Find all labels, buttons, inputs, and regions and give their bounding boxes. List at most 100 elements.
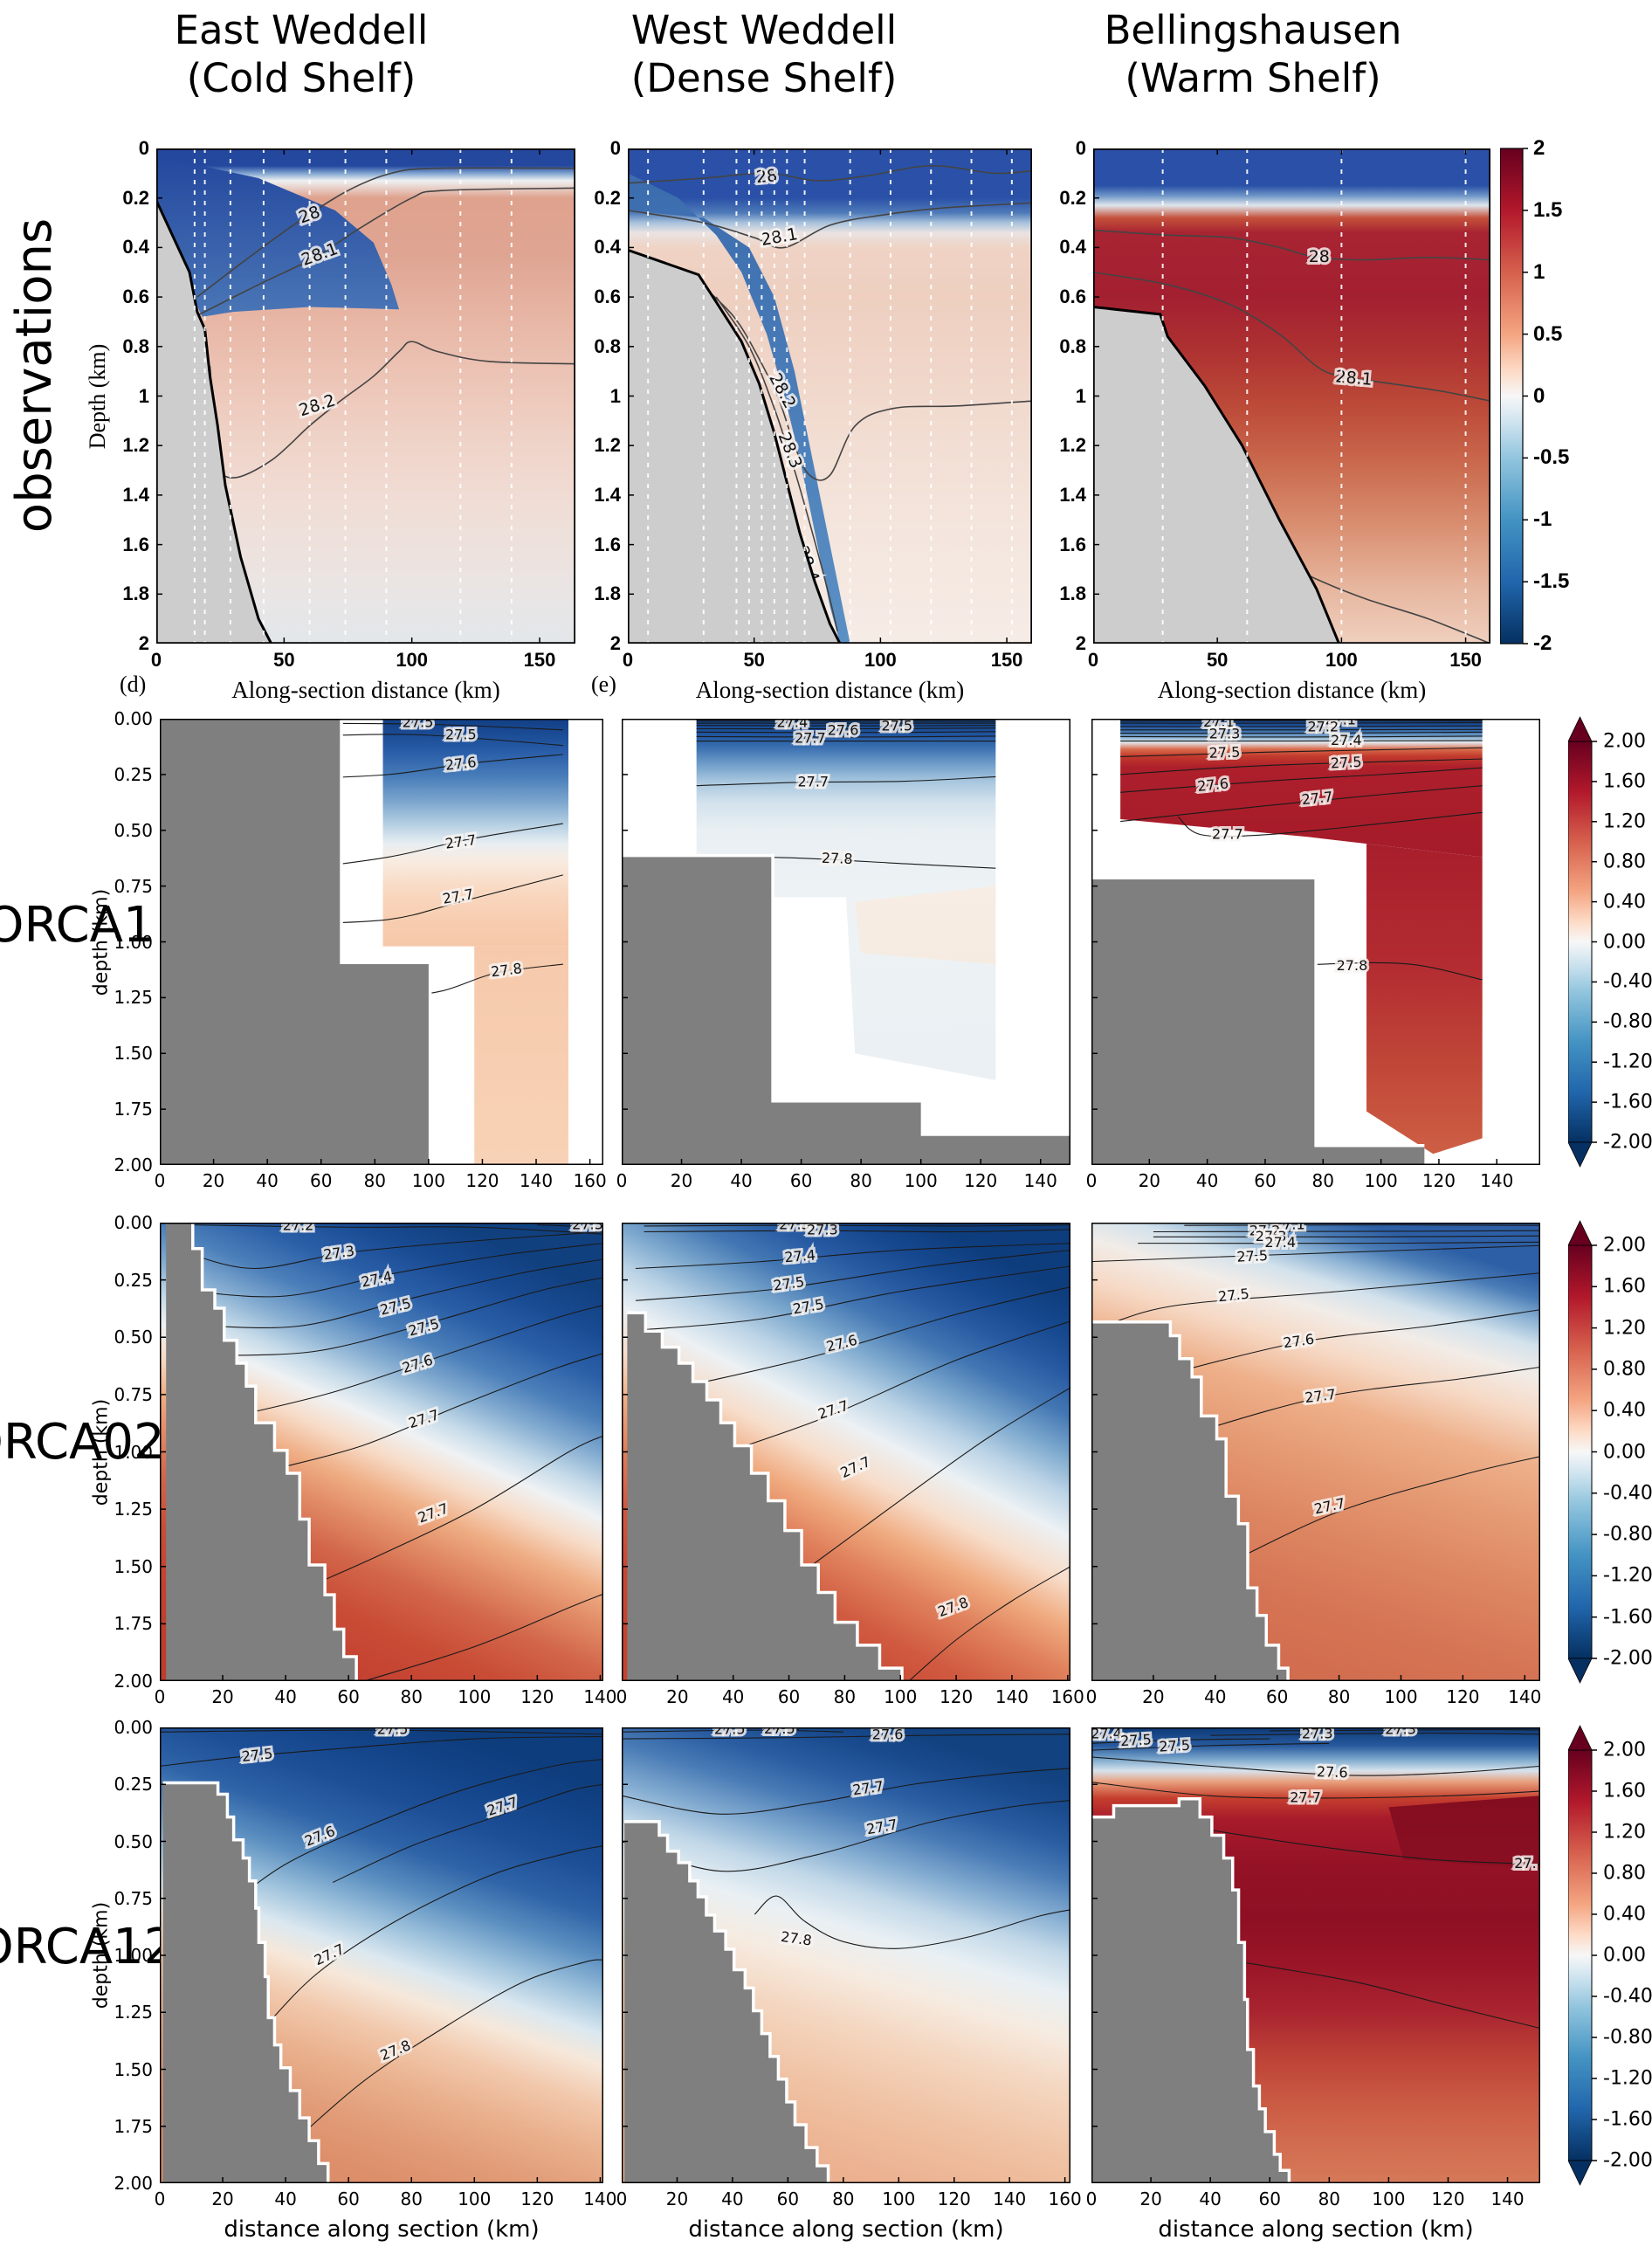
contour-line [1091, 1734, 1152, 1736]
bathymetry [622, 857, 1070, 1165]
contour-line [1091, 1782, 1540, 1799]
contour-line [1120, 767, 1483, 793]
contour-line [1195, 1827, 1540, 1865]
contour-label: 27.5 [1159, 1737, 1191, 1755]
y-tick-label: 1.75 [114, 1613, 153, 1635]
contour-line [332, 1783, 603, 1883]
contour-label: 27.6 [872, 1727, 904, 1743]
bathymetry [156, 200, 272, 644]
contour-line [194, 187, 575, 318]
x-tick-label: 120 [520, 1686, 554, 1707]
x-tick-label: 40 [1199, 2189, 1222, 2209]
bathymetry [160, 719, 429, 1165]
colorbar-tick-label: 1.60 [1603, 1780, 1646, 1803]
colorbar-arrow-up [1568, 1220, 1593, 1246]
y-tick-label: 1.6 [594, 533, 621, 555]
contour-line [1120, 725, 1483, 727]
bathymetry [627, 1314, 901, 1681]
x-tick-label: 80 [1327, 1686, 1351, 1707]
bathymetry [1091, 1323, 1287, 1681]
y-tick-label: 1.2 [594, 434, 621, 457]
x-tick-label: 60 [337, 2189, 360, 2209]
contour-line [622, 1799, 1070, 1872]
bathymetry-outline [1093, 305, 1340, 644]
x-tick-label: 0 [154, 1170, 166, 1191]
x-tick-label: 140 [1490, 2189, 1525, 2209]
contour-line [1091, 1244, 1540, 1263]
y-tick-label: 0.8 [594, 334, 621, 357]
x-tick-label: 0 [154, 1686, 166, 1707]
colorbar-tick-label: 1.5 [1533, 197, 1563, 222]
contour-label: 27.6 [444, 754, 477, 774]
row-label-observations: observations [6, 217, 63, 534]
y-tick-label: 1.00 [114, 1945, 153, 1966]
y-tick-label: 0.50 [114, 1830, 153, 1852]
column-title-line: (Warm Shelf) [1125, 54, 1381, 101]
contour-label: 27.3 [807, 1223, 838, 1238]
contour-line [263, 1845, 603, 2029]
x-tick-label: 120 [940, 1686, 974, 1707]
x-tick-label: 0 [1085, 1170, 1098, 1191]
contour-label: 27.5 [403, 719, 434, 731]
x-tick-label: 20 [1142, 1686, 1165, 1707]
x-tick-label: 50 [743, 649, 765, 671]
y-tick-label: 2 [1075, 632, 1086, 654]
x-axis-label: Along-section distance (km) [695, 677, 965, 703]
y-tick-label: 1.4 [1059, 483, 1086, 506]
x-tick-label: 40 [730, 1170, 753, 1191]
y-tick-label: 0.00 [114, 1717, 153, 1738]
y-tick-label: 1.8 [594, 582, 621, 605]
bathymetry-outline [156, 199, 273, 644]
contour-line [1230, 1456, 1540, 1562]
y-tick-label: 0.8 [1059, 334, 1086, 357]
contour-label: 27.6 [828, 722, 859, 739]
x-tick-label: 80 [833, 1686, 857, 1707]
x-tick-label: 0 [616, 1686, 628, 1707]
y-tick-label: 1.75 [114, 2115, 153, 2137]
x-tick-label: 150 [990, 649, 1023, 671]
y-tick-label: 0.75 [114, 875, 153, 897]
y-tick-label: 1.00 [114, 931, 153, 953]
bathymetry [1093, 307, 1339, 644]
contour-label: 27.5 [881, 719, 912, 734]
x-tick-label: 40 [721, 2189, 744, 2209]
y-tick-label: 1.4 [122, 483, 149, 506]
y-tick-label: 0.00 [114, 1212, 153, 1233]
contour-line [1190, 1366, 1540, 1435]
y-tick-label: 0.6 [1059, 286, 1086, 308]
x-tick-label: 0 [616, 2189, 628, 2209]
axis-ticks [1091, 1727, 1509, 2183]
contour-line [696, 731, 996, 734]
contour-label: 27.7 [1212, 825, 1243, 842]
y-tick-label: 2.00 [114, 2173, 153, 2194]
x-tick-label: 20 [211, 1686, 234, 1707]
axis-ticks [160, 1727, 602, 2183]
axis-ticks [622, 719, 1042, 1165]
contour-line [160, 1735, 603, 1767]
colorbar-tick-label: 1 [1533, 259, 1545, 284]
colorbar-model [1568, 1725, 1597, 2186]
colorbar-tick-label: 0.80 [1603, 851, 1646, 873]
colorbar-tick-label: -1.20 [1603, 1564, 1652, 1587]
contour-label: 27.7 [795, 729, 826, 746]
colorbar-tick-label: 0.40 [1603, 891, 1646, 913]
x-tick-label: 140 [519, 1170, 554, 1191]
colorbar-tick-label: 0 [1533, 383, 1545, 408]
x-axis-label: Along-section distance (km) [231, 677, 500, 703]
colorbar-tick-label: -1.20 [1603, 1051, 1652, 1073]
x-tick-label: 80 [400, 1686, 423, 1707]
colorbar-tick-label: 2 [1533, 136, 1545, 160]
contour-label: 27.5 [764, 1727, 795, 1737]
x-tick-label: 60 [309, 1170, 333, 1191]
contour-line [191, 1243, 603, 1298]
y-tick-label: 0.8 [122, 334, 149, 357]
x-tick-label: 20 [211, 2189, 234, 2209]
y-tick-label: 0.4 [122, 236, 149, 258]
colorbar-tick-label: -0.80 [1603, 1523, 1652, 1546]
x-tick-label: 60 [777, 1686, 801, 1707]
x-tick-label: 0 [1085, 2189, 1098, 2209]
colorbar-tick-label: 0.5 [1533, 321, 1563, 346]
contour-line [1168, 1309, 1540, 1375]
